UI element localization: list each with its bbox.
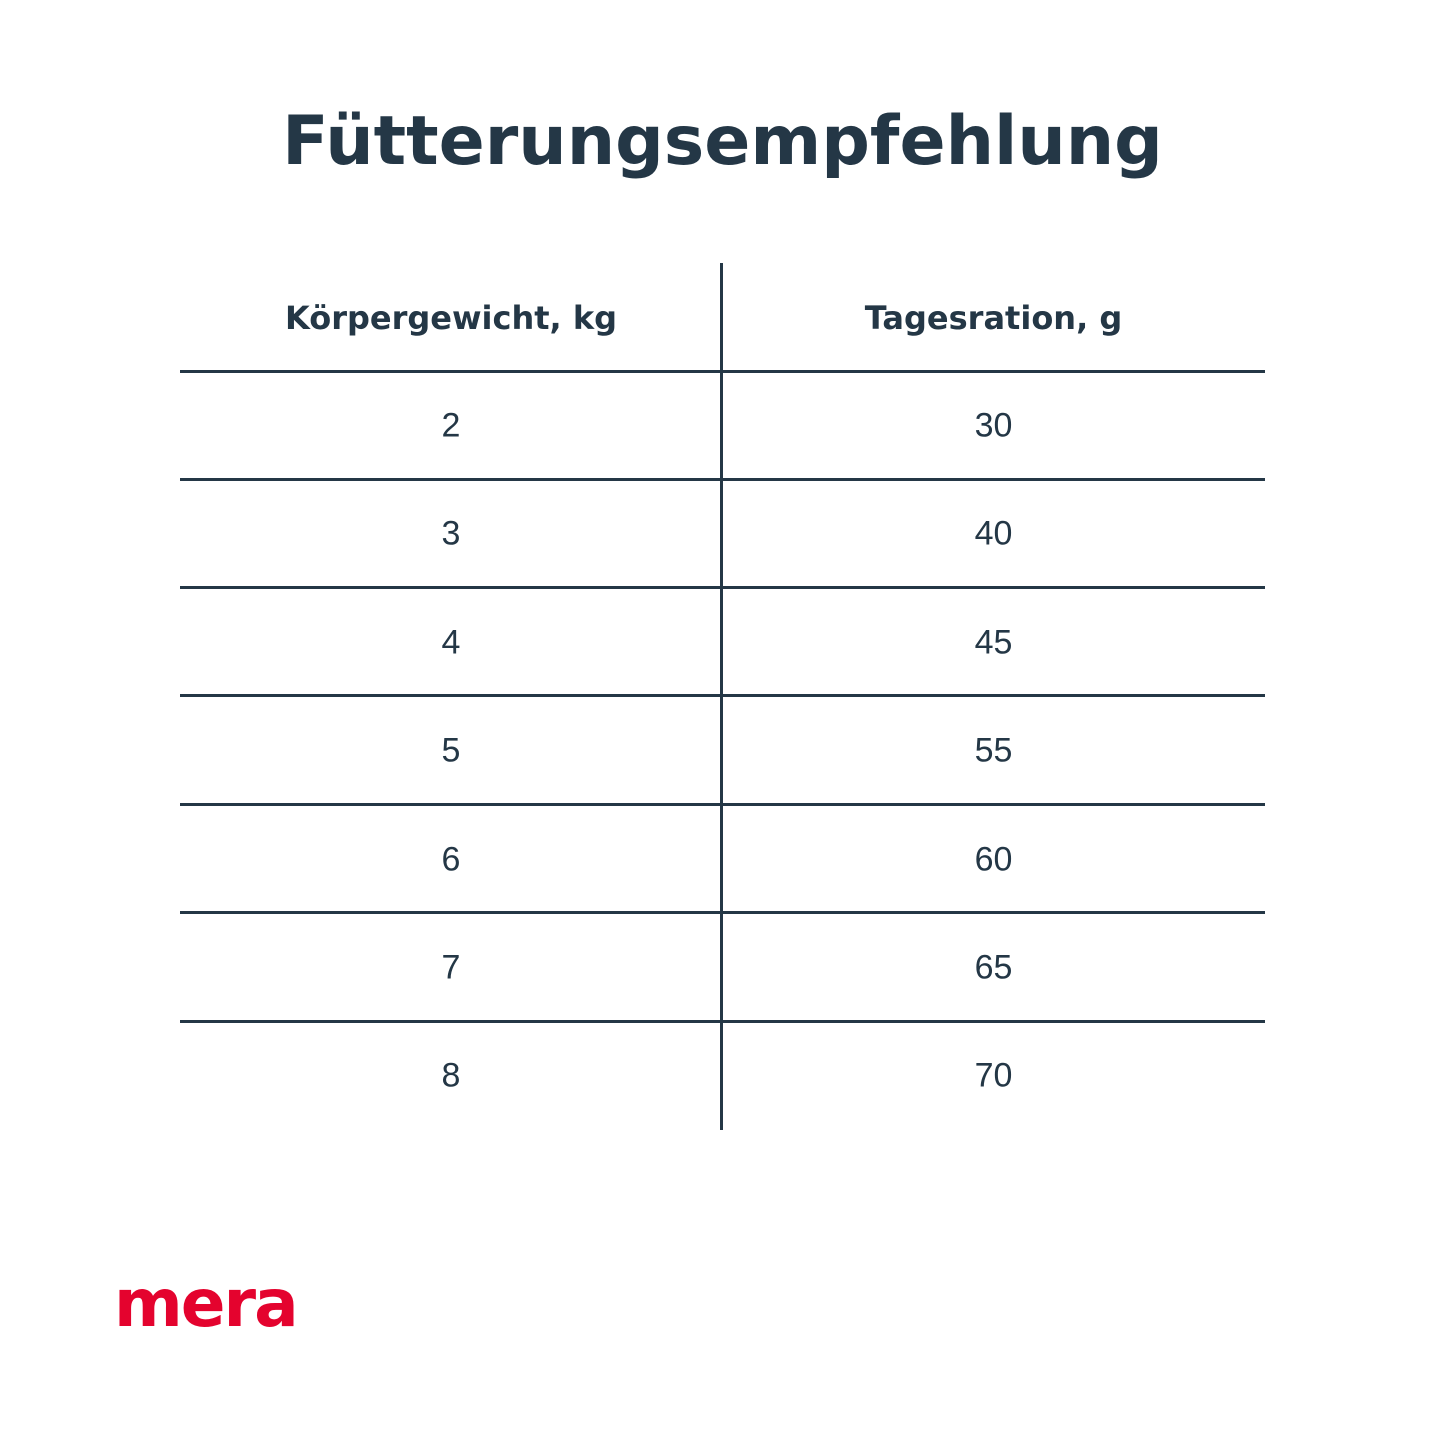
cell-weight: 5 — [441, 731, 461, 770]
cell-weight: 6 — [441, 840, 461, 879]
row-divider — [180, 370, 1265, 373]
cell-ration: 60 — [974, 840, 1013, 879]
row-divider — [180, 586, 1265, 589]
cell-weight: 7 — [441, 948, 461, 987]
row-divider — [180, 911, 1265, 914]
cell-ration: 40 — [974, 514, 1013, 553]
column-header-weight: Körpergewicht, kg — [284, 299, 618, 337]
cell-ration: 65 — [974, 948, 1013, 987]
row-divider — [180, 1020, 1265, 1023]
cell-weight: 2 — [441, 406, 461, 445]
row-divider — [180, 478, 1265, 481]
cell-weight: 4 — [441, 623, 461, 662]
cell-weight: 3 — [441, 514, 461, 553]
column-header-ration: Tagesration, g — [864, 299, 1123, 337]
mera-logo: mera — [114, 1265, 299, 1342]
cell-ration: 55 — [974, 731, 1013, 770]
row-divider — [180, 694, 1265, 697]
cell-weight: 8 — [441, 1056, 461, 1095]
cell-ration: 30 — [974, 406, 1013, 445]
svg-text:mera: mera — [114, 1265, 297, 1342]
row-divider — [180, 803, 1265, 806]
cell-ration: 45 — [974, 623, 1013, 662]
page-title: Fütterungsempfehlung — [282, 102, 1163, 181]
cell-ration: 70 — [974, 1056, 1013, 1095]
